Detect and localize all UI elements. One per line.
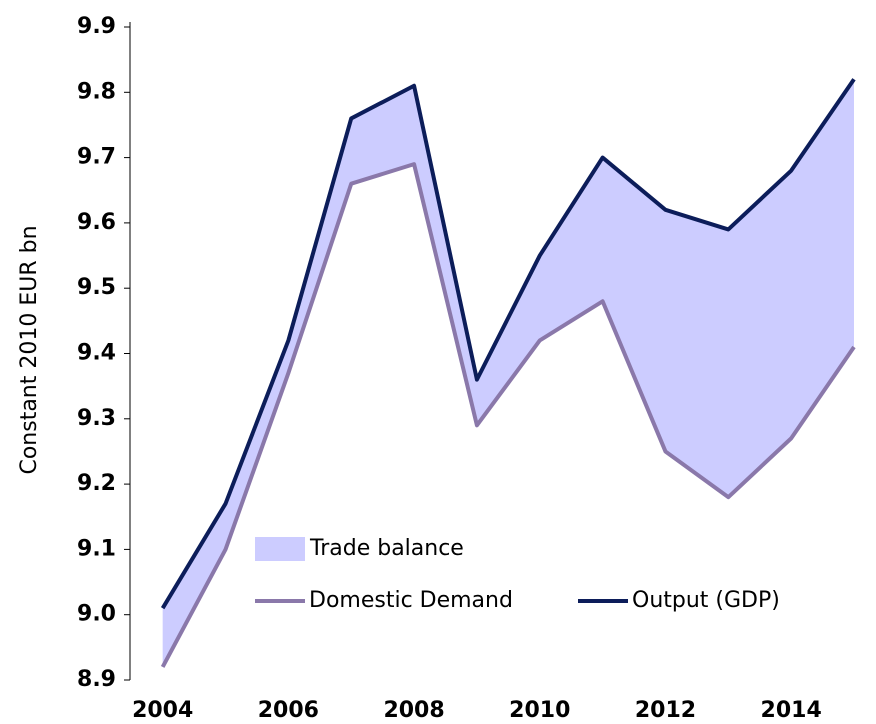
y-tick-label: 9.7 bbox=[77, 145, 116, 170]
y-tick-label: 9.6 bbox=[77, 210, 116, 235]
legend-label: Domestic Demand bbox=[309, 588, 513, 613]
y-tick-label: 9.8 bbox=[77, 79, 116, 104]
legend-label: Trade balance bbox=[309, 536, 464, 561]
line-series bbox=[160, 78, 856, 610]
y-tick-label: 9.4 bbox=[77, 341, 116, 366]
y-axis-title: Constant 2010 EUR bn bbox=[17, 225, 42, 474]
x-tick-label: 2004 bbox=[132, 698, 193, 723]
legend-label: Output (GDP) bbox=[632, 588, 780, 613]
y-tick-label: 9.5 bbox=[77, 275, 116, 300]
legend-swatch bbox=[255, 537, 305, 561]
x-tick-label: 2012 bbox=[635, 698, 696, 723]
x-tick-label: 2008 bbox=[383, 698, 444, 723]
line-series bbox=[160, 162, 856, 668]
trade-balance-area bbox=[162, 79, 855, 667]
y-tick-label: 8.9 bbox=[77, 667, 116, 692]
x-tick-label: 2014 bbox=[761, 698, 822, 723]
y-tick-label: 9.0 bbox=[77, 602, 116, 627]
y-tick-label: 9.9 bbox=[77, 14, 116, 39]
x-tick-label: 2006 bbox=[258, 698, 319, 723]
x-tick-label: 2010 bbox=[509, 698, 570, 723]
y-tick-label: 9.3 bbox=[77, 406, 116, 431]
y-tick-label: 9.1 bbox=[77, 536, 116, 561]
y-tick-label: 9.2 bbox=[77, 471, 116, 496]
